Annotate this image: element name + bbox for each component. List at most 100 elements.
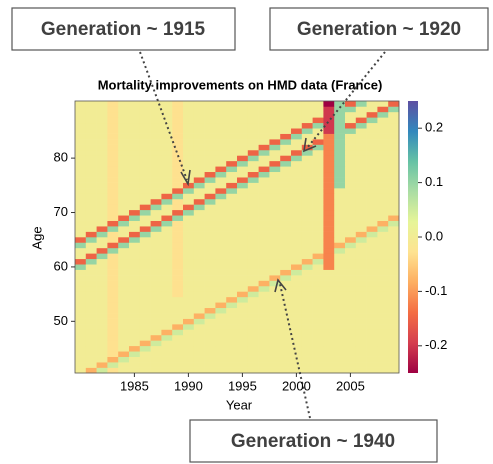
heatmap-cell xyxy=(139,291,151,298)
heatmap-cell xyxy=(226,220,238,227)
heatmap-cell xyxy=(323,356,335,363)
heatmap-cell xyxy=(258,362,270,368)
heatmap-cell xyxy=(323,318,335,325)
heatmap-cell xyxy=(301,264,313,270)
heatmap-cell xyxy=(150,285,162,292)
heatmap-cell xyxy=(215,324,227,330)
heatmap-cell xyxy=(280,231,292,238)
heatmap-cell xyxy=(334,291,346,298)
heatmap-cell xyxy=(226,160,238,167)
heatmap-cell xyxy=(161,258,173,265)
heatmap-cell xyxy=(129,334,141,341)
heatmap-cell xyxy=(161,264,173,270)
heatmap-cell xyxy=(301,128,313,134)
heatmap-cell xyxy=(280,237,292,243)
heatmap-cell xyxy=(139,237,151,243)
heatmap-cell xyxy=(388,231,400,238)
heatmap-cell xyxy=(291,313,303,319)
heatmap-cell xyxy=(258,302,270,309)
x-tick-label: 2000 xyxy=(282,378,311,393)
heatmap-cell xyxy=(301,155,313,162)
heatmap-cell xyxy=(291,106,303,113)
heatmap-cell xyxy=(183,367,195,374)
heatmap-cell xyxy=(215,318,227,325)
heatmap-cell xyxy=(301,177,313,183)
heatmap-cell xyxy=(150,296,162,303)
heatmap-cell xyxy=(377,275,389,281)
heatmap-cell xyxy=(139,275,151,281)
heatmap-cell xyxy=(269,296,281,303)
heatmap-cell xyxy=(107,182,119,189)
heatmap-cell xyxy=(301,237,313,243)
heatmap-cell xyxy=(161,324,173,330)
heatmap-cell xyxy=(204,367,216,374)
heatmap-cell xyxy=(139,215,151,221)
heatmap-cell xyxy=(226,166,238,173)
heatmap-cell xyxy=(258,351,270,357)
heatmap-cell xyxy=(226,231,238,238)
heatmap-cell xyxy=(280,149,292,156)
annotation: Generation ~ 1940 xyxy=(189,278,438,463)
heatmap-cell xyxy=(118,220,130,227)
heatmap-cell xyxy=(215,209,227,216)
heatmap-cell xyxy=(129,101,141,107)
heatmap-cell xyxy=(129,307,141,314)
heatmap-cell xyxy=(85,117,97,124)
heatmap-cell xyxy=(193,242,205,249)
heatmap-cell xyxy=(150,220,162,227)
heatmap-cell xyxy=(204,280,216,287)
heatmap-cell xyxy=(291,253,303,260)
heatmap-cell xyxy=(377,188,389,194)
heatmap-cell xyxy=(237,198,249,205)
heatmap-cell xyxy=(96,285,108,292)
heatmap-cell xyxy=(345,307,357,314)
heatmap-cell xyxy=(237,177,249,183)
heatmap-cell xyxy=(107,155,119,162)
heatmap-cell xyxy=(247,155,259,162)
heatmap-cell xyxy=(183,291,195,298)
annotation-box xyxy=(269,7,489,51)
heatmap-cell xyxy=(85,149,97,156)
heatmap-cell xyxy=(75,198,87,205)
heatmap-cell xyxy=(75,111,87,118)
heatmap-cell xyxy=(269,237,281,243)
heatmap-cell xyxy=(172,313,184,319)
heatmap-cell xyxy=(355,258,367,265)
heatmap-cell xyxy=(226,193,238,200)
heatmap-cell xyxy=(345,285,357,292)
heatmap-cell xyxy=(237,215,249,221)
heatmap-cell xyxy=(161,155,173,162)
heatmap-cell xyxy=(204,362,216,368)
heatmap-cell xyxy=(129,340,141,347)
heatmap-cell xyxy=(258,318,270,325)
heatmap-cell xyxy=(129,269,141,276)
heatmap-cell xyxy=(280,122,292,129)
heatmap-cell xyxy=(301,318,313,325)
heatmap-cell xyxy=(129,209,141,216)
heatmap-cell xyxy=(139,362,151,368)
heatmap-cell xyxy=(366,193,378,200)
heatmap-cell xyxy=(377,280,389,287)
heatmap-cell xyxy=(107,291,119,298)
heatmap-cell xyxy=(129,198,141,205)
heatmap-cell xyxy=(269,198,281,205)
heatmap-cell xyxy=(150,209,162,216)
heatmap-cell xyxy=(204,182,216,189)
heatmap-cell xyxy=(129,182,141,189)
heatmap-cell xyxy=(107,367,119,374)
heatmap-cell xyxy=(85,101,97,107)
heatmap-cell xyxy=(269,318,281,325)
heatmap-cell xyxy=(334,209,346,216)
heatmap-cell xyxy=(215,188,227,194)
heatmap-cell xyxy=(377,144,389,151)
heatmap-cell xyxy=(161,111,173,118)
heatmap-cell xyxy=(129,171,141,178)
heatmap-cell xyxy=(258,285,270,292)
heatmap-cell xyxy=(204,318,216,325)
heatmap-cell xyxy=(139,253,151,260)
heatmap-cell xyxy=(172,307,184,314)
heatmap-cell xyxy=(75,351,87,357)
heatmap-cell xyxy=(129,133,141,140)
heatmap-cell xyxy=(118,340,130,347)
heatmap-cell xyxy=(204,177,216,183)
